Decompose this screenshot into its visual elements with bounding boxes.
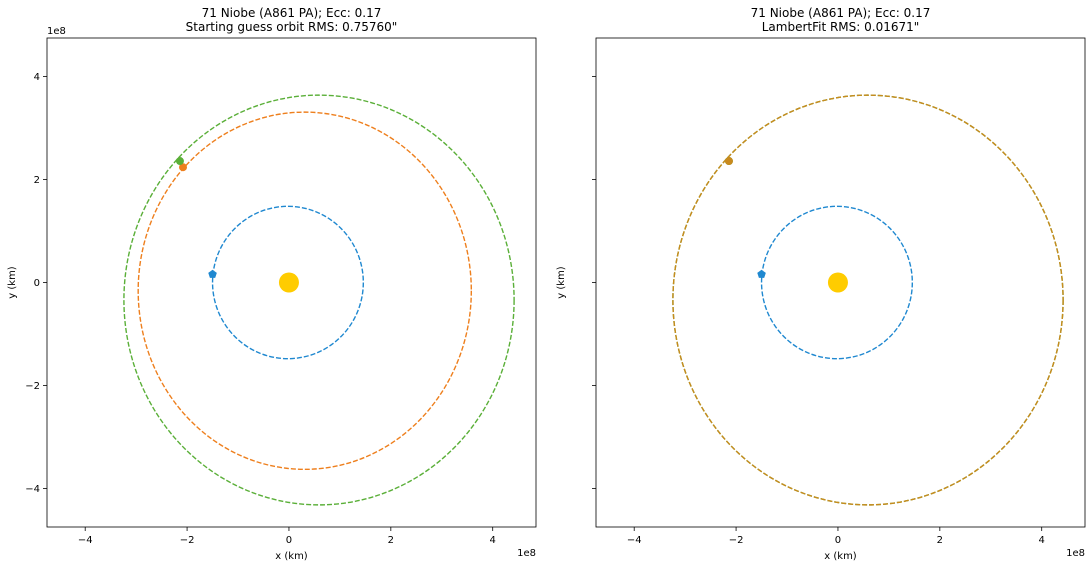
x-tick-label: 0	[286, 535, 292, 546]
x-tick-label: 0	[835, 535, 841, 546]
x-tick-label: −2	[729, 535, 744, 546]
x-tick-label: 2	[388, 535, 394, 546]
right-panel: 71 Niobe (A861 PA); Ecc: 0.17LambertFit …	[556, 6, 1086, 562]
y-tick-label: 2	[34, 175, 40, 186]
x-offset-label: 1e8	[1066, 548, 1085, 559]
x-axis-label: x (km)	[275, 551, 308, 562]
orbit-0-position-marker	[757, 269, 766, 278]
x-tick-label: 4	[1039, 535, 1045, 546]
orbit-1-ellipse	[137, 111, 473, 471]
orbit-0-ellipse	[760, 205, 914, 360]
chart-title: 71 Niobe (A861 PA); Ecc: 0.17	[202, 6, 382, 20]
sun-marker	[827, 272, 848, 293]
y-tick-label: 0	[34, 278, 40, 289]
x-offset-label: 1e8	[517, 548, 536, 559]
orbit-2-ellipse	[672, 94, 1064, 506]
x-tick-label: −2	[180, 535, 195, 546]
sun-marker	[278, 272, 299, 293]
x-tick-label: −4	[627, 535, 642, 546]
y-tick-label: 4	[34, 72, 40, 83]
chart-title: 71 Niobe (A861 PA); Ecc: 0.17	[751, 6, 931, 20]
chart-subtitle: Starting guess orbit RMS: 0.75760"	[186, 20, 398, 34]
x-tick-label: −4	[78, 535, 93, 546]
orbit-2-position-marker	[724, 157, 733, 166]
orbit-2-ellipse	[123, 94, 515, 506]
x-axis-label: x (km)	[824, 551, 857, 562]
chart-subtitle: LambertFit RMS: 0.01671"	[762, 20, 920, 34]
orbit-0-position-marker	[208, 269, 217, 278]
orbit-1-position-marker	[179, 163, 188, 172]
y-axis-label: y (km)	[7, 266, 18, 299]
x-tick-label: 2	[937, 535, 943, 546]
orbit-2-position-marker	[175, 157, 184, 166]
y-axis-label: y (km)	[556, 266, 567, 299]
y-offset-label: 1e8	[47, 26, 66, 37]
orbit-0-ellipse	[211, 205, 365, 360]
y-tick-label: −2	[25, 381, 40, 392]
x-tick-label: 4	[490, 535, 496, 546]
y-tick-label: −4	[25, 484, 40, 495]
